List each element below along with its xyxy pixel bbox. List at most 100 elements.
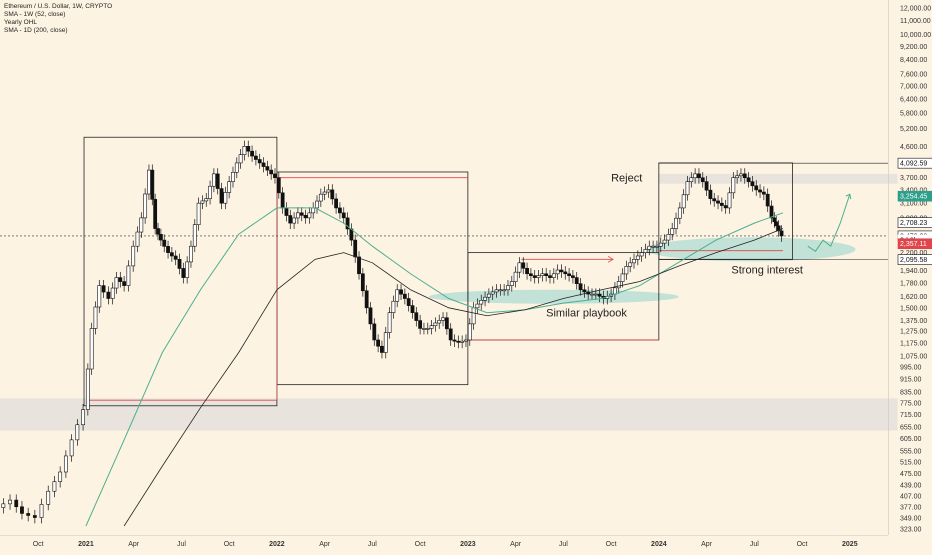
candle-body bbox=[708, 189, 713, 199]
candle-body bbox=[681, 194, 686, 209]
time-tick-label: 2025 bbox=[842, 541, 858, 548]
candle-body bbox=[330, 189, 335, 200]
strong-interest-label: Strong interest bbox=[731, 265, 803, 277]
price-tick-label: 5,200.00 bbox=[900, 126, 927, 133]
candle-body bbox=[525, 267, 529, 275]
candle-body bbox=[582, 289, 587, 293]
price-label: 4,092.59 bbox=[900, 161, 927, 168]
candle-body bbox=[544, 273, 549, 276]
time-tick-label: Apr bbox=[510, 541, 522, 548]
candle-body bbox=[208, 185, 212, 199]
candle-body bbox=[223, 192, 228, 204]
price-label-box bbox=[897, 238, 932, 250]
candle-body bbox=[494, 289, 499, 293]
price-tick-label: 1,175.00 bbox=[900, 340, 927, 347]
candle-body bbox=[689, 177, 694, 182]
price-tick-label: 1,375.00 bbox=[900, 318, 927, 325]
candle-body bbox=[162, 239, 167, 247]
candle-body bbox=[114, 277, 119, 289]
candle-body bbox=[296, 212, 300, 219]
candle-body bbox=[464, 339, 468, 342]
candle-body bbox=[52, 481, 57, 492]
candle-body bbox=[643, 249, 648, 253]
price-tick-label: 9,200.00 bbox=[900, 44, 927, 51]
candle-body bbox=[299, 212, 304, 216]
candle-body bbox=[227, 181, 232, 193]
price-tick-label: 4,600.00 bbox=[900, 144, 927, 151]
candle-body bbox=[651, 245, 656, 248]
time-tick-label: Apr bbox=[319, 541, 331, 548]
candle-body bbox=[395, 289, 400, 302]
candle-body bbox=[46, 490, 51, 505]
time-tick-label: 2022 bbox=[269, 541, 285, 548]
price-tick-label: 995.00 bbox=[900, 364, 922, 371]
candle-body bbox=[739, 173, 743, 177]
candle-body bbox=[334, 198, 339, 209]
price-tick-label: 11,000.00 bbox=[900, 18, 931, 25]
candle-body bbox=[147, 169, 151, 195]
price-tick-label: 1,940.00 bbox=[900, 268, 927, 275]
candle-body bbox=[253, 155, 258, 160]
candle-body bbox=[402, 293, 407, 299]
candle-body bbox=[578, 283, 583, 291]
candle-body bbox=[460, 340, 465, 343]
candle-body bbox=[639, 252, 644, 257]
candle-body bbox=[418, 320, 423, 329]
legend-yearly: Yearly OHL bbox=[4, 19, 37, 26]
candle-body bbox=[341, 212, 346, 219]
candle-body bbox=[234, 162, 239, 173]
time-tick-label: 2023 bbox=[460, 541, 476, 548]
candle-body bbox=[257, 159, 262, 164]
candle-body bbox=[122, 281, 127, 286]
candle-body bbox=[26, 513, 31, 516]
candle-body bbox=[670, 228, 675, 235]
price-label: 3,254.45 bbox=[900, 194, 927, 201]
candle-body bbox=[353, 239, 358, 258]
candle-body bbox=[250, 150, 254, 157]
candle-body bbox=[32, 515, 37, 518]
candle-body bbox=[677, 207, 682, 219]
candle-body bbox=[433, 322, 438, 327]
candle-body bbox=[63, 455, 68, 473]
candle-body bbox=[555, 269, 560, 275]
candle-body bbox=[14, 499, 19, 508]
candle-body bbox=[685, 181, 690, 196]
candle-body bbox=[69, 439, 74, 457]
time-tick-label: Apr bbox=[701, 541, 713, 548]
candle-body bbox=[731, 177, 736, 194]
candle-body bbox=[624, 266, 629, 275]
candle-body bbox=[357, 256, 361, 275]
candle-body bbox=[479, 300, 484, 305]
candle-body bbox=[666, 234, 671, 241]
candle-body bbox=[185, 261, 190, 278]
candle-body bbox=[742, 173, 747, 179]
candle-body bbox=[376, 339, 381, 347]
price-tick-label: 407.00 bbox=[900, 493, 922, 500]
candle-body bbox=[410, 305, 415, 313]
price-tick-label: 8,400.00 bbox=[900, 57, 927, 64]
price-label-box bbox=[897, 190, 932, 202]
candle-body bbox=[647, 245, 652, 250]
projection-line bbox=[807, 194, 851, 253]
price-tick-label: 1,275.00 bbox=[900, 329, 927, 336]
candle-body bbox=[20, 506, 24, 514]
candle-body bbox=[58, 471, 63, 482]
candle-body bbox=[406, 298, 411, 306]
candle-body bbox=[118, 277, 123, 282]
price-tick-label: 1,075.00 bbox=[900, 353, 927, 360]
candle-body bbox=[338, 207, 342, 214]
candle-body bbox=[628, 262, 633, 267]
candle-body bbox=[192, 224, 197, 247]
candle-body bbox=[414, 312, 419, 321]
time-tick-label: 2024 bbox=[651, 541, 667, 548]
candle-body bbox=[131, 245, 136, 267]
price-tick-label: 2,200.00 bbox=[900, 250, 927, 257]
candle-body bbox=[548, 275, 552, 278]
candle-body bbox=[559, 269, 564, 273]
candle-body bbox=[437, 320, 442, 324]
support-zone bbox=[0, 398, 898, 431]
candle-body bbox=[758, 189, 762, 193]
price-tick-label: 5,800.00 bbox=[900, 110, 927, 117]
